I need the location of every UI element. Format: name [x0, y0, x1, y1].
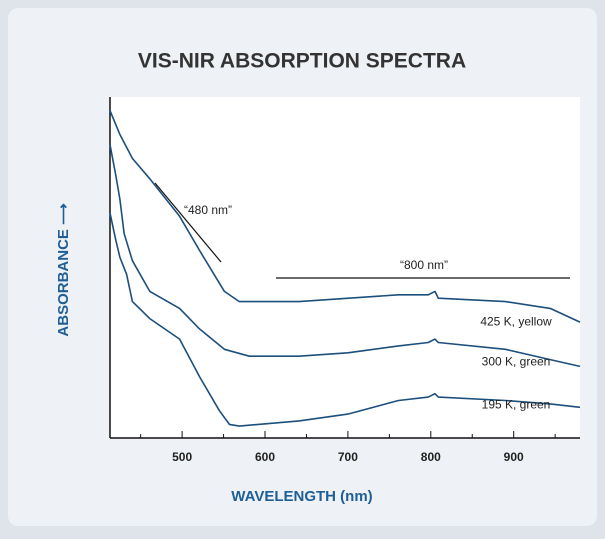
x-tick-label: 900 [504, 450, 524, 464]
x-tick-label: 800 [421, 450, 441, 464]
x-tick-label: 500 [172, 450, 192, 464]
series-line [109, 144, 581, 368]
annotation-line [154, 182, 222, 263]
y-axis-label: ABSORBANCE ⟶ [55, 203, 72, 337]
x-tick-label: 600 [255, 450, 275, 464]
series-line [109, 212, 581, 427]
series-label: 425 K, yellow [480, 314, 552, 328]
plot-area [110, 97, 580, 438]
series-label: 195 K, green [482, 397, 551, 411]
x-axis-label: WAVELENGTH (nm) [231, 488, 372, 505]
annotation: “480 nm” [184, 203, 232, 217]
annotation: “800 nm” [400, 258, 448, 272]
series-label: 300 K, green [482, 355, 551, 369]
series-line [109, 110, 581, 323]
chart-title: VIS-NIR ABSORPTION SPECTRA [138, 50, 466, 73]
x-tick-label: 700 [338, 450, 358, 464]
